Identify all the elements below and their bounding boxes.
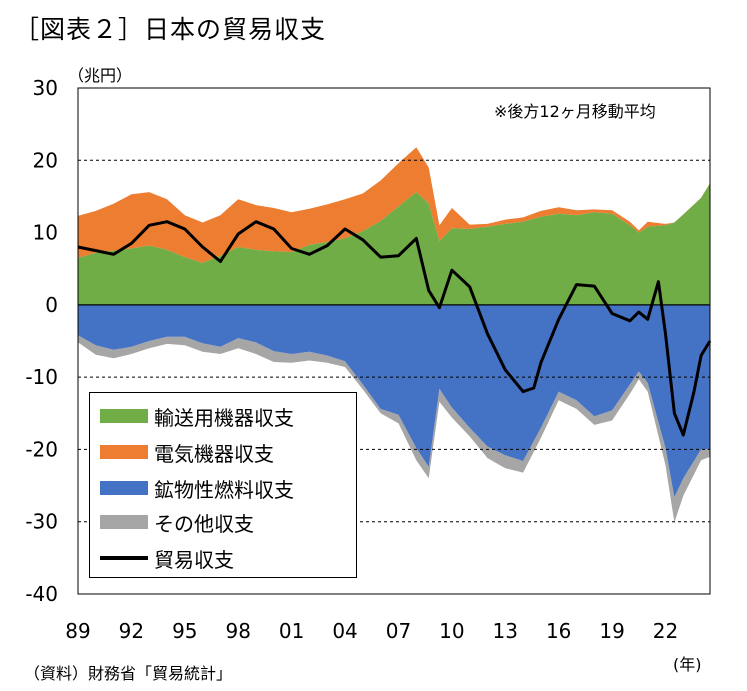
chart-title: ［図表２］日本の貿易収支 xyxy=(14,15,327,44)
legend-label-electric: 電気機器収支 xyxy=(154,441,274,466)
y-tick-label: -10 xyxy=(25,365,58,389)
legend-line-balance xyxy=(100,556,148,560)
y-tick-label: 0 xyxy=(45,293,58,317)
area-fuel xyxy=(78,304,710,498)
source-note: （資料）財務省「貿易統計」 xyxy=(24,664,233,683)
legend-item-electric: 電気機器収支 xyxy=(100,437,274,467)
chart-note: ※後方12ヶ月移動平均 xyxy=(494,102,656,121)
legend-item-fuel: 鉱物性燃料収支 xyxy=(100,473,294,503)
x-axis-unit: (年) xyxy=(673,655,702,674)
x-tick-label: 22 xyxy=(653,619,678,643)
legend-swatch-other xyxy=(100,515,148,529)
y-tick-labels: 30 20 10 0 -10 -20 -30 -40 xyxy=(25,76,58,606)
x-tick-label: 13 xyxy=(493,619,518,643)
x-tick-label: 95 xyxy=(172,619,197,643)
x-tick-label: 07 xyxy=(386,619,411,643)
y-tick-label: 30 xyxy=(33,76,58,100)
plot-frame xyxy=(77,87,711,595)
area-transport xyxy=(78,183,710,305)
y-tick-label: -40 xyxy=(25,582,58,606)
legend-label-transport: 輸送用機器収支 xyxy=(154,405,294,430)
x-tick-label: 04 xyxy=(332,619,357,643)
legend-swatch-transport xyxy=(100,409,148,423)
legend-label-other: その他収支 xyxy=(154,511,254,536)
legend-swatch-fuel xyxy=(100,481,148,495)
y-tick-label: 10 xyxy=(33,221,58,245)
legend: 輸送用機器収支 電気機器収支 鉱物性燃料収支 その他収支 貿易収支 xyxy=(89,392,357,578)
x-tick-label: 98 xyxy=(225,619,250,643)
trade-balance-line-layer xyxy=(77,220,712,437)
legend-item-balance: 貿易収支 xyxy=(100,543,234,573)
trade-balance-line xyxy=(77,220,712,437)
legend-label-balance: 貿易収支 xyxy=(154,547,234,572)
legend-item-transport: 輸送用機器収支 xyxy=(100,401,294,431)
y-tick-label: -30 xyxy=(25,510,58,534)
y-tick-label: -20 xyxy=(25,437,58,461)
x-tick-label: 19 xyxy=(599,619,624,643)
legend-item-other: その他収支 xyxy=(100,507,254,537)
legend-swatch-electric xyxy=(100,445,148,459)
x-tick-label: 10 xyxy=(439,619,464,643)
y-tick-label: 20 xyxy=(33,148,58,172)
x-tick-label: 01 xyxy=(279,619,304,643)
x-tick-label: 92 xyxy=(119,619,144,643)
x-tick-labels: 89 92 95 98 01 04 07 10 13 16 19 22 xyxy=(65,619,678,643)
stacked-areas xyxy=(78,147,710,523)
x-tick-label: 89 xyxy=(65,619,90,643)
legend-label-fuel: 鉱物性燃料収支 xyxy=(154,477,294,502)
x-tick-label: 16 xyxy=(546,619,571,643)
area-electric xyxy=(78,147,710,263)
y-axis-unit: （兆円） xyxy=(68,66,133,85)
